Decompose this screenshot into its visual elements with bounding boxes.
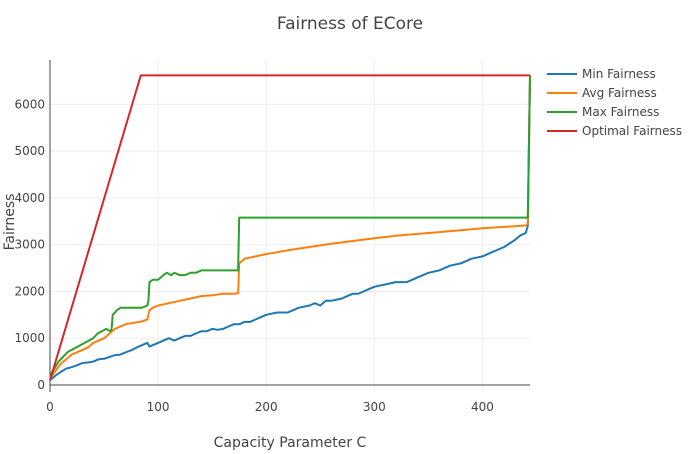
y-tick-label: 5000 bbox=[14, 144, 45, 158]
x-axis-title: Capacity Parameter C bbox=[214, 435, 367, 450]
series-line-min-fairness bbox=[49, 75, 531, 382]
x-tick-label: 300 bbox=[363, 400, 386, 414]
y-tick-label: 6000 bbox=[14, 97, 45, 111]
series-line-avg-fairness bbox=[49, 75, 531, 379]
legend-label-max-fairness[interactable]: Max Fairness bbox=[582, 105, 659, 119]
series-line-optimal-fairness bbox=[49, 74, 530, 381]
series-line-max-fairness bbox=[49, 75, 531, 377]
y-tick-label: 1000 bbox=[14, 331, 45, 345]
series-layer bbox=[49, 74, 531, 382]
x-tick-label: 400 bbox=[471, 400, 494, 414]
legend-label-avg-fairness[interactable]: Avg Fairness bbox=[582, 86, 657, 100]
legend: Min Fairness Avg Fairness Max Fairness Opti… bbox=[547, 67, 682, 138]
y-tick-label: 2000 bbox=[14, 284, 45, 298]
x-tick-label: 200 bbox=[255, 400, 278, 414]
x-tick-label: 100 bbox=[147, 400, 170, 414]
chart-title: Fairness of ECore bbox=[277, 14, 423, 34]
y-tick-label: 0 bbox=[37, 378, 45, 392]
legend-label-optimal-fairness[interactable]: Optimal Fairness bbox=[582, 124, 682, 138]
axis-layer: 0 1000 2000 3000 4000 5000 6000 0 100 200 300 400 bbox=[14, 60, 530, 414]
y-tick-label: 4000 bbox=[14, 191, 45, 205]
y-tick-label: 3000 bbox=[14, 238, 45, 252]
x-tick-label: 0 bbox=[46, 400, 54, 414]
legend-label-min-fairness[interactable]: Min Fairness bbox=[582, 67, 656, 81]
y-axis-title: Fairness bbox=[2, 194, 18, 251]
